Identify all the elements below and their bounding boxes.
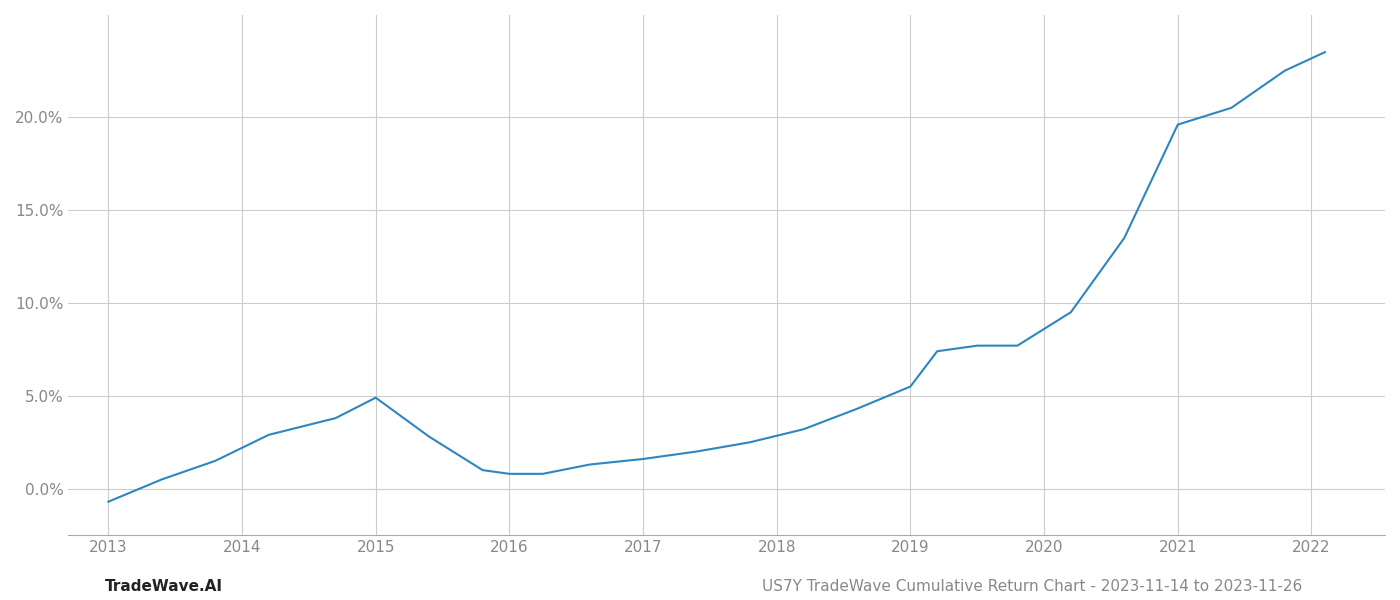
Text: US7Y TradeWave Cumulative Return Chart - 2023-11-14 to 2023-11-26: US7Y TradeWave Cumulative Return Chart -… [762,579,1302,594]
Text: TradeWave.AI: TradeWave.AI [105,579,223,594]
